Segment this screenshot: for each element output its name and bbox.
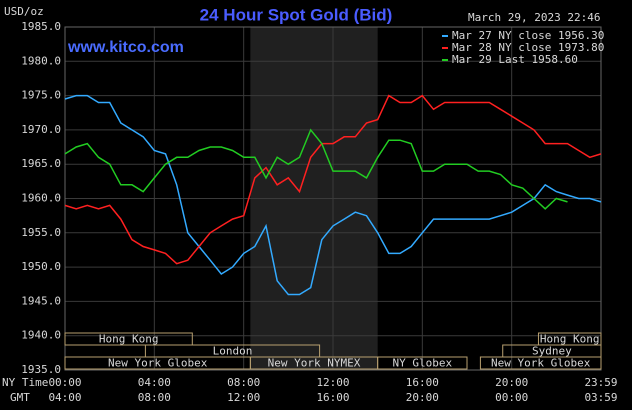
y-tick-label: 1980.0 (21, 54, 61, 67)
x2-tick-label: 04:00 (48, 391, 81, 404)
x-tick-label: 08:00 (227, 376, 260, 389)
session-label: NY Globex (393, 357, 453, 370)
x-axis-label: NY Time (2, 376, 48, 389)
legend-label: Mar 27 NY close 1956.30 (452, 29, 604, 42)
series-line (64, 94, 602, 296)
x-tick-label: 20:00 (495, 376, 528, 389)
x2-tick-label: 08:00 (138, 391, 171, 404)
plot-border (64, 26, 602, 371)
session-label: New York Globex (491, 357, 591, 370)
y-axis-label: USD/oz (4, 5, 44, 18)
session-bar (479, 356, 602, 370)
timestamp: March 29, 2023 22:46 (468, 11, 600, 24)
y-tick-label: 1950.0 (21, 260, 61, 273)
series-line (64, 128, 568, 210)
session-bar (64, 332, 193, 346)
session-label: New York Globex (108, 357, 208, 370)
session-label: Hong Kong (99, 333, 159, 346)
x2-tick-label: 20:00 (406, 391, 439, 404)
y-tick-label: 1965.0 (21, 157, 61, 170)
y-tick-label: 1935.0 (21, 363, 61, 376)
y-tick-label: 1975.0 (21, 89, 61, 102)
x-tick-label: 04:00 (138, 376, 171, 389)
x2-tick-label: 12:00 (227, 391, 260, 404)
session-label: New York NYMEX (268, 357, 361, 370)
legend-label: Mar 29 Last 1958.60 (452, 53, 578, 66)
x-tick-label: 16:00 (406, 376, 439, 389)
x2-tick-label: 16:00 (316, 391, 349, 404)
watermark: www.kitco.com (67, 39, 184, 56)
session-label: London (213, 345, 253, 358)
legend-label: Mar 28 NY close 1973.80 (452, 41, 604, 54)
x-tick-label: 23:59 (584, 376, 617, 389)
x2-tick-label: 03:59 (584, 391, 617, 404)
x2-tick-label: 00:00 (495, 391, 528, 404)
x-tick-label: 12:00 (316, 376, 349, 389)
session-bar (377, 356, 468, 370)
session-label: Hong Kong (540, 333, 600, 346)
x2-axis-label: GMT (10, 391, 30, 404)
y-tick-label: 1955.0 (21, 226, 61, 239)
y-tick-label: 1960.0 (21, 192, 61, 205)
session-label: Sydney (532, 345, 572, 358)
series-line (64, 94, 602, 265)
y-tick-label: 1985.0 (21, 20, 61, 33)
x-tick-label: 00:00 (48, 376, 81, 389)
plot-area: 1935.0 1940.0 1945.0 1950.0 1955.0 1960.0 1965… (21, 20, 617, 404)
chart-title: 24 Hour Spot Gold (Bid) (200, 5, 393, 24)
y-tick-label: 1970.0 (21, 123, 61, 136)
y-tick-label: 1940.0 (21, 329, 61, 342)
y-tick-label: 1945.0 (21, 294, 61, 307)
